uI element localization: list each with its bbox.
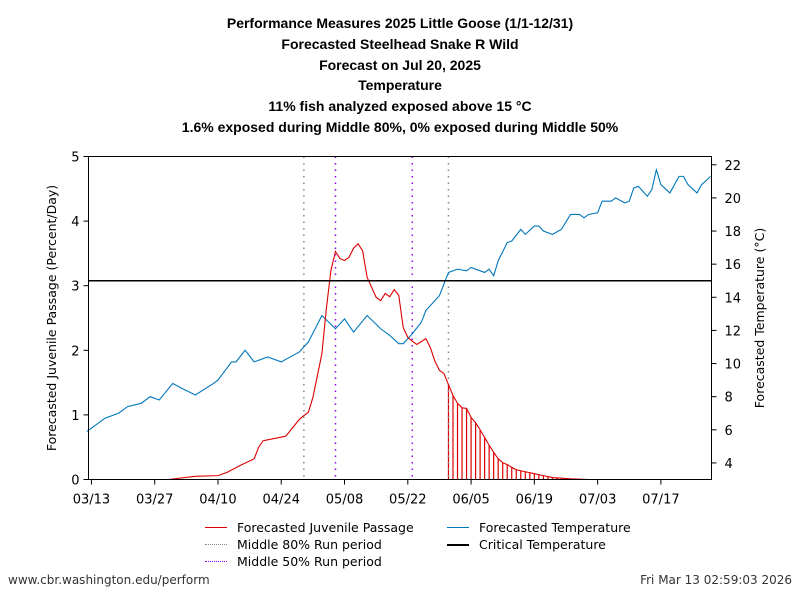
x-tick-label: 05/08 xyxy=(326,493,363,508)
legend-item-temperature: Forecasted Temperature xyxy=(447,519,631,536)
y2-tick-label: 12 xyxy=(725,324,742,339)
temperature-line xyxy=(86,167,711,432)
exposure-hatching xyxy=(447,384,572,480)
y-tick-label: 1 xyxy=(71,409,79,424)
legend-swatch-temperature xyxy=(447,527,469,528)
legend-swatch-critical xyxy=(447,543,469,546)
x-tick-label: 03/27 xyxy=(136,493,173,508)
legend-swatch-passage xyxy=(205,527,227,528)
legend-right: Forecasted Temperature Critical Temperat… xyxy=(447,519,631,553)
plot-frame xyxy=(88,156,712,480)
y2-tick-label: 16 xyxy=(725,258,742,273)
legend-swatch-mid80 xyxy=(205,544,227,545)
chart-title: Performance Measures 2025 Little Goose (… xyxy=(226,15,574,31)
legend-item-mid50: Middle 50% Run period xyxy=(205,553,414,570)
x-tick-label: 06/05 xyxy=(452,493,489,508)
passage-line xyxy=(168,242,711,481)
chart-subtitle-middle-exposure: 1.6% exposed during Middle 80%, 0% expos… xyxy=(181,118,619,135)
y2-tick-label: 18 xyxy=(725,225,742,240)
x-tick-label: 07/17 xyxy=(642,493,679,508)
x-tick-label: 06/19 xyxy=(516,493,553,508)
chart-subtitle-forecast-date: Forecast on Jul 20, 2025 xyxy=(319,56,481,73)
chart-titles: Performance Measures 2025 Little Goose (… xyxy=(0,13,800,138)
y-tick-label: 5 xyxy=(71,151,79,166)
y-tick-label: 2 xyxy=(71,344,79,359)
x-tick-label: 04/24 xyxy=(263,493,300,508)
legend-label: Middle 80% Run period xyxy=(237,537,382,552)
footer-timestamp: Fri Mar 13 02:59:03 2026 xyxy=(640,573,792,587)
y2-tick-label: 4 xyxy=(725,457,733,472)
y-tick-label: 4 xyxy=(71,215,79,230)
chart-subtitle-exposure: 11% fish analyzed exposed above 15 °C xyxy=(268,98,532,115)
y2-axis-label: Forecasted Temperature (°C) xyxy=(752,228,767,408)
legend-label: Forecasted Juvenile Passage xyxy=(237,520,414,535)
x-tick-label: 05/22 xyxy=(389,493,426,508)
legend-label: Middle 50% Run period xyxy=(237,554,382,569)
legend-item-critical: Critical Temperature xyxy=(447,536,631,553)
x-tick-label: 04/10 xyxy=(199,493,236,508)
legend-label: Forecasted Temperature xyxy=(479,520,631,535)
y2-tick-label: 22 xyxy=(725,159,742,174)
x-tick-label: 03/13 xyxy=(73,493,110,508)
chart-subtitle-species: Forecasted Steelhead Snake R Wild xyxy=(281,35,519,52)
y2-tick-label: 14 xyxy=(725,291,742,306)
chart-subtitle-measure: Temperature xyxy=(358,77,442,94)
y-axis-label: Forecasted Juvenile Passage (Percent/Day… xyxy=(44,185,59,451)
y2-tick-label: 8 xyxy=(725,391,733,406)
legend-item-mid80: Middle 80% Run period xyxy=(205,536,414,553)
y2-tick-label: 20 xyxy=(725,192,742,207)
y-tick-label: 3 xyxy=(71,280,79,295)
legend-swatch-mid50 xyxy=(205,561,227,562)
legend-item-passage: Forecasted Juvenile Passage xyxy=(205,519,414,536)
footer-url[interactable]: www.cbr.washington.edu/perform xyxy=(8,573,210,587)
y-tick-label: 0 xyxy=(71,474,79,489)
y2-tick-label: 6 xyxy=(725,424,733,439)
legend-left: Forecasted Juvenile Passage Middle 80% R… xyxy=(205,519,414,570)
y2-tick-label: 10 xyxy=(725,358,742,373)
series-lines xyxy=(86,167,711,481)
legend-label: Critical Temperature xyxy=(479,537,606,552)
x-tick-label: 07/03 xyxy=(579,493,616,508)
